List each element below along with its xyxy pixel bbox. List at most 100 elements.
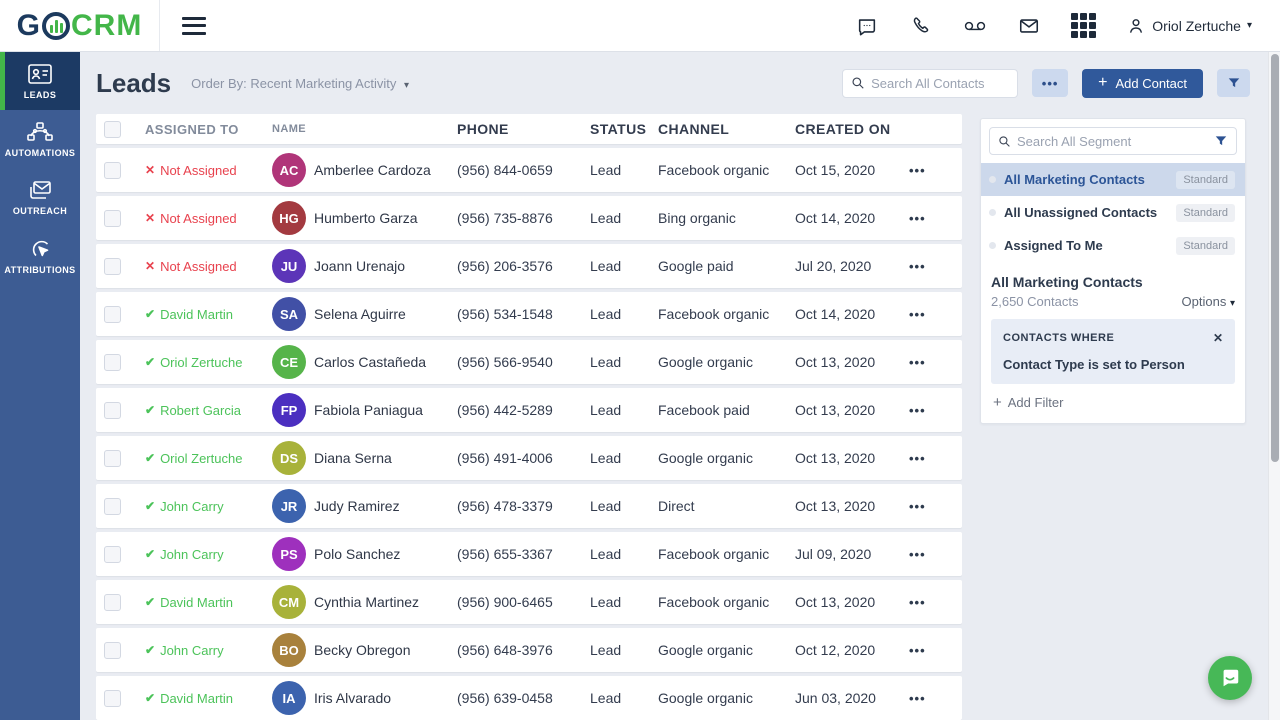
- assignee-name[interactable]: Not Assigned: [160, 162, 237, 178]
- table-row[interactable]: ✔ John Carry PS Polo Sanchez (956) 655-3…: [96, 532, 962, 576]
- column-header-channel[interactable]: CHANNEL: [658, 121, 730, 137]
- mail-icon[interactable]: [1017, 14, 1041, 38]
- table-row[interactable]: ✕ Not Assigned AC Amberlee Cardoza (956)…: [96, 148, 962, 192]
- assignee-name[interactable]: John Carry: [160, 642, 224, 658]
- user-menu[interactable]: Oriol Zertuche ▾: [1126, 16, 1252, 36]
- column-header-phone[interactable]: PHONE: [457, 121, 509, 137]
- row-checkbox[interactable]: [104, 353, 121, 371]
- row-checkbox[interactable]: [104, 161, 121, 179]
- segment-item-assigned-to-me[interactable]: Assigned To Me Standard: [981, 229, 1245, 262]
- funnel-icon[interactable]: [1214, 134, 1228, 148]
- table-row[interactable]: ✔ David Martin IA Iris Alvarado (956) 63…: [96, 676, 962, 720]
- row-actions-button[interactable]: •••: [909, 546, 926, 562]
- table-row[interactable]: ✔ Oriol Zertuche DS Diana Serna (956) 49…: [96, 436, 962, 480]
- row-checkbox[interactable]: [104, 401, 121, 419]
- sidebar-item-leads[interactable]: LEADS: [0, 52, 80, 110]
- assignee-name[interactable]: John Carry: [160, 498, 224, 514]
- filter-button[interactable]: [1217, 69, 1250, 97]
- select-all-checkbox[interactable]: [104, 120, 121, 138]
- contact-name[interactable]: Judy Ramirez: [314, 498, 400, 514]
- contact-name[interactable]: Selena Aguirre: [314, 306, 406, 322]
- row-actions-button[interactable]: •••: [909, 594, 926, 610]
- options-dropdown[interactable]: Options ▾: [1181, 294, 1235, 309]
- apps-grid-icon[interactable]: [1071, 13, 1097, 38]
- table-row[interactable]: ✔ David Martin CM Cynthia Martinez (956)…: [96, 580, 962, 624]
- row-checkbox[interactable]: [104, 641, 121, 659]
- column-header-status[interactable]: STATUS: [590, 121, 647, 137]
- row-checkbox[interactable]: [104, 257, 121, 275]
- assignee-name[interactable]: Not Assigned: [160, 258, 237, 274]
- assigned-to-cell: ✔ David Martin: [145, 307, 272, 322]
- table-row[interactable]: ✔ Robert Garcia FP Fabiola Paniagua (956…: [96, 388, 962, 432]
- segment-item-all-marketing-contacts[interactable]: All Marketing Contacts Standard: [981, 163, 1245, 196]
- row-actions-button[interactable]: •••: [909, 498, 926, 514]
- assignee-name[interactable]: David Martin: [160, 594, 234, 610]
- contact-name[interactable]: Polo Sanchez: [314, 546, 401, 562]
- contact-name[interactable]: Diana Serna: [314, 450, 392, 466]
- sidebar-item-attributions[interactable]: ATTRIBUTIONS: [0, 226, 80, 284]
- scrollbar-thumb[interactable]: [1271, 54, 1279, 462]
- row-actions-button[interactable]: •••: [909, 306, 926, 322]
- contact-name[interactable]: Humberto Garza: [314, 210, 418, 226]
- contact-name[interactable]: Becky Obregon: [314, 642, 411, 658]
- row-actions-button[interactable]: •••: [909, 450, 926, 466]
- assignee-name[interactable]: John Carry: [160, 546, 224, 562]
- row-checkbox[interactable]: [104, 497, 121, 515]
- contact-name[interactable]: Amberlee Cardoza: [314, 162, 431, 178]
- created-on-cell: Oct 13, 2020: [795, 354, 876, 370]
- add-filter-button[interactable]: + Add Filter: [993, 394, 1064, 411]
- contact-name[interactable]: Fabiola Paniagua: [314, 402, 423, 418]
- contact-name[interactable]: Iris Alvarado: [314, 690, 392, 706]
- row-checkbox[interactable]: [104, 449, 121, 467]
- sidebar-item-automations[interactable]: AUTOMATIONS: [0, 110, 80, 168]
- assignee-name[interactable]: David Martin: [160, 306, 234, 322]
- status-cell: Lead: [590, 258, 622, 274]
- segment-search-input[interactable]: [1017, 133, 1208, 149]
- more-actions-button[interactable]: •••: [1032, 69, 1069, 97]
- contact-name[interactable]: Cynthia Martinez: [314, 594, 420, 610]
- table-row[interactable]: ✔ David Martin SA Selena Aguirre (956) 5…: [96, 292, 962, 336]
- column-header-created-on[interactable]: CREATED ON: [795, 121, 891, 137]
- table-row[interactable]: ✔ Oriol Zertuche CE Carlos Castañeda (95…: [96, 340, 962, 384]
- row-actions-button[interactable]: •••: [909, 162, 926, 178]
- row-actions-button[interactable]: •••: [909, 258, 926, 274]
- row-checkbox[interactable]: [104, 209, 121, 227]
- table-body: ✕ Not Assigned AC Amberlee Cardoza (956)…: [96, 148, 962, 720]
- row-checkbox[interactable]: [104, 689, 121, 707]
- segment-item-all-unassigned-contacts[interactable]: All Unassigned Contacts Standard: [981, 196, 1245, 229]
- close-icon[interactable]: ✕: [1212, 331, 1223, 345]
- row-checkbox[interactable]: [104, 305, 121, 323]
- assignee-name[interactable]: Oriol Zertuche: [160, 450, 243, 466]
- table-row[interactable]: ✕ Not Assigned HG Humberto Garza (956) 7…: [96, 196, 962, 240]
- phone-cell: (956) 491-4006: [457, 450, 553, 466]
- table-row[interactable]: ✕ Not Assigned JU Joann Urenajo (956) 20…: [96, 244, 962, 288]
- assignee-name[interactable]: Robert Garcia: [160, 402, 241, 418]
- assignee-name[interactable]: Not Assigned: [160, 210, 237, 226]
- row-checkbox[interactable]: [104, 593, 121, 611]
- row-actions-button[interactable]: •••: [909, 354, 926, 370]
- row-checkbox[interactable]: [104, 545, 121, 563]
- row-actions-button[interactable]: •••: [909, 402, 926, 418]
- vertical-scrollbar[interactable]: [1268, 52, 1280, 720]
- search-input[interactable]: [871, 75, 1010, 91]
- order-by-dropdown[interactable]: Order By: Recent Marketing Activity ▾: [191, 75, 409, 91]
- assignee-name[interactable]: Oriol Zertuche: [160, 354, 243, 370]
- chat-launcher-button[interactable]: [1208, 656, 1252, 700]
- column-header-assigned-to[interactable]: ASSIGNED TO: [145, 121, 239, 137]
- sidebar-item-outreach[interactable]: OUTREACH: [0, 168, 80, 226]
- chat-icon[interactable]: [855, 14, 879, 38]
- table-row[interactable]: ✔ John Carry BO Becky Obregon (956) 648-…: [96, 628, 962, 672]
- row-actions-button[interactable]: •••: [909, 210, 926, 226]
- row-actions-button[interactable]: •••: [909, 642, 926, 658]
- column-header-name[interactable]: NAME: [272, 123, 306, 135]
- phone-icon[interactable]: [909, 14, 933, 38]
- add-contact-button[interactable]: + Add Contact: [1082, 68, 1203, 98]
- assignee-name[interactable]: David Martin: [160, 690, 234, 706]
- avatar: CM: [272, 585, 306, 619]
- voicemail-icon[interactable]: [963, 14, 987, 38]
- row-actions-button[interactable]: •••: [909, 690, 926, 706]
- table-row[interactable]: ✔ John Carry JR Judy Ramirez (956) 478-3…: [96, 484, 962, 528]
- hamburger-menu-icon[interactable]: [182, 16, 206, 35]
- contact-name[interactable]: Carlos Castañeda: [314, 354, 427, 370]
- contact-name[interactable]: Joann Urenajo: [314, 258, 406, 274]
